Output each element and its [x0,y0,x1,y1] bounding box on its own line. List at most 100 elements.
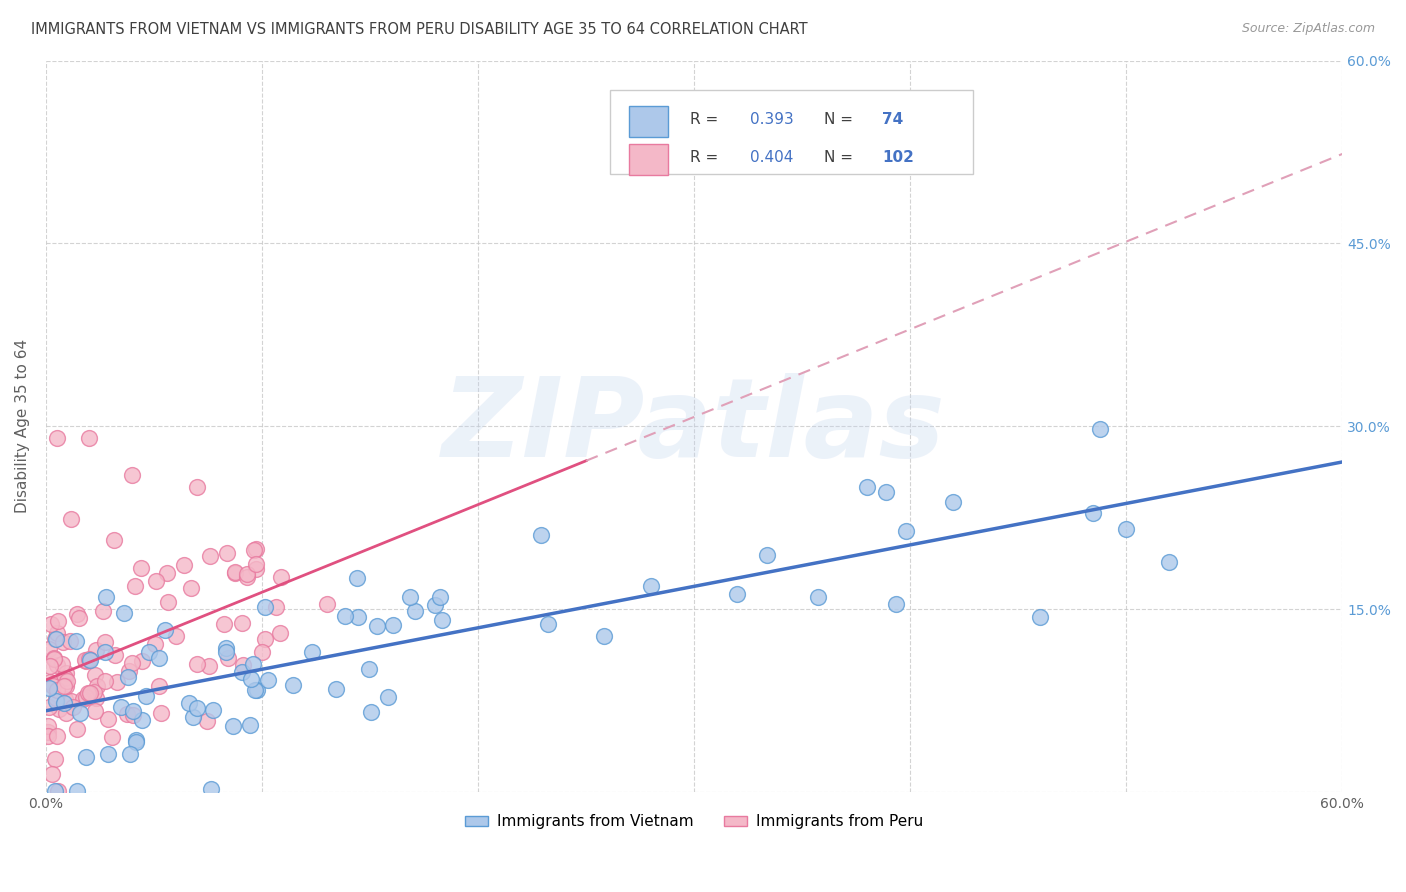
Point [53,671,76,685]
Point [45,690,67,705]
Point [215,644,238,658]
Point [224,565,246,579]
Point [138,645,160,659]
Point [38,642,60,657]
Point [381,617,404,632]
Point [42,679,65,693]
Point [94,645,117,659]
Point [37,718,59,732]
Point [156,595,179,609]
Point [60,511,83,525]
Point [592,629,614,643]
Point [896,524,918,539]
Point [270,570,292,584]
Point [236,566,259,581]
Point [79,686,101,700]
Point [530,528,553,542]
Point [112,606,135,620]
Point [73,653,96,667]
Point [117,670,139,684]
Text: ZIPatlas: ZIPatlas [443,373,946,480]
Point [399,590,422,604]
Point [148,679,170,693]
Point [44,632,66,647]
Y-axis label: Disability Age 35 to 64: Disability Age 35 to 64 [15,339,30,514]
Point [315,597,337,611]
Point [245,541,267,556]
Point [55,680,77,694]
Point [44,783,66,797]
Point [875,485,897,500]
Point [120,747,142,761]
Point [186,480,208,494]
Point [281,678,304,692]
Point [179,696,201,710]
Point [254,600,277,615]
Point [77,651,100,665]
Point [222,719,245,733]
Point [197,659,219,673]
Point [37,725,59,739]
Point [215,546,238,560]
Point [97,747,120,762]
Point [66,722,89,736]
Point [143,638,166,652]
Point [377,690,399,704]
Point [856,480,879,494]
Point [243,683,266,698]
Point [121,468,143,483]
Point [131,713,153,727]
Point [186,657,208,671]
Point [75,654,97,668]
Point [118,664,141,678]
Point [235,570,257,584]
Point [59,634,82,648]
Point [346,571,368,585]
Point [129,561,152,575]
Point [46,614,69,628]
Point [125,734,148,748]
Text: 102: 102 [882,150,914,165]
Point [942,495,965,509]
Point [115,707,138,722]
Text: N =: N = [824,150,858,165]
Point [186,700,208,714]
Point [83,685,105,699]
Point [122,707,145,722]
Point [125,733,148,747]
Point [725,587,748,601]
Point [245,562,267,576]
Point [366,619,388,633]
Point [195,714,218,728]
Point [39,616,62,631]
Point [217,651,239,665]
Point [101,731,124,745]
Point [173,558,195,572]
Point [76,750,98,764]
Point [264,599,287,614]
Point [254,632,277,646]
Point [537,617,560,632]
Point [183,710,205,724]
FancyBboxPatch shape [630,106,668,136]
Point [346,610,368,624]
Text: 74: 74 [882,112,903,128]
Point [224,566,246,580]
Point [333,609,356,624]
Point [269,626,291,640]
Point [430,613,453,627]
Point [1159,555,1181,569]
Point [242,657,264,671]
Point [246,682,269,697]
Text: N =: N = [824,112,858,128]
Text: 0.393: 0.393 [749,112,793,128]
Text: IMMIGRANTS FROM VIETNAM VS IMMIGRANTS FROM PERU DISABILITY AGE 35 TO 64 CORRELAT: IMMIGRANTS FROM VIETNAM VS IMMIGRANTS FR… [31,22,807,37]
Point [886,598,908,612]
Point [45,626,67,640]
Point [38,675,60,690]
Point [38,700,60,714]
Point [97,712,120,726]
Point [121,657,143,671]
Point [45,729,67,743]
Point [423,598,446,612]
